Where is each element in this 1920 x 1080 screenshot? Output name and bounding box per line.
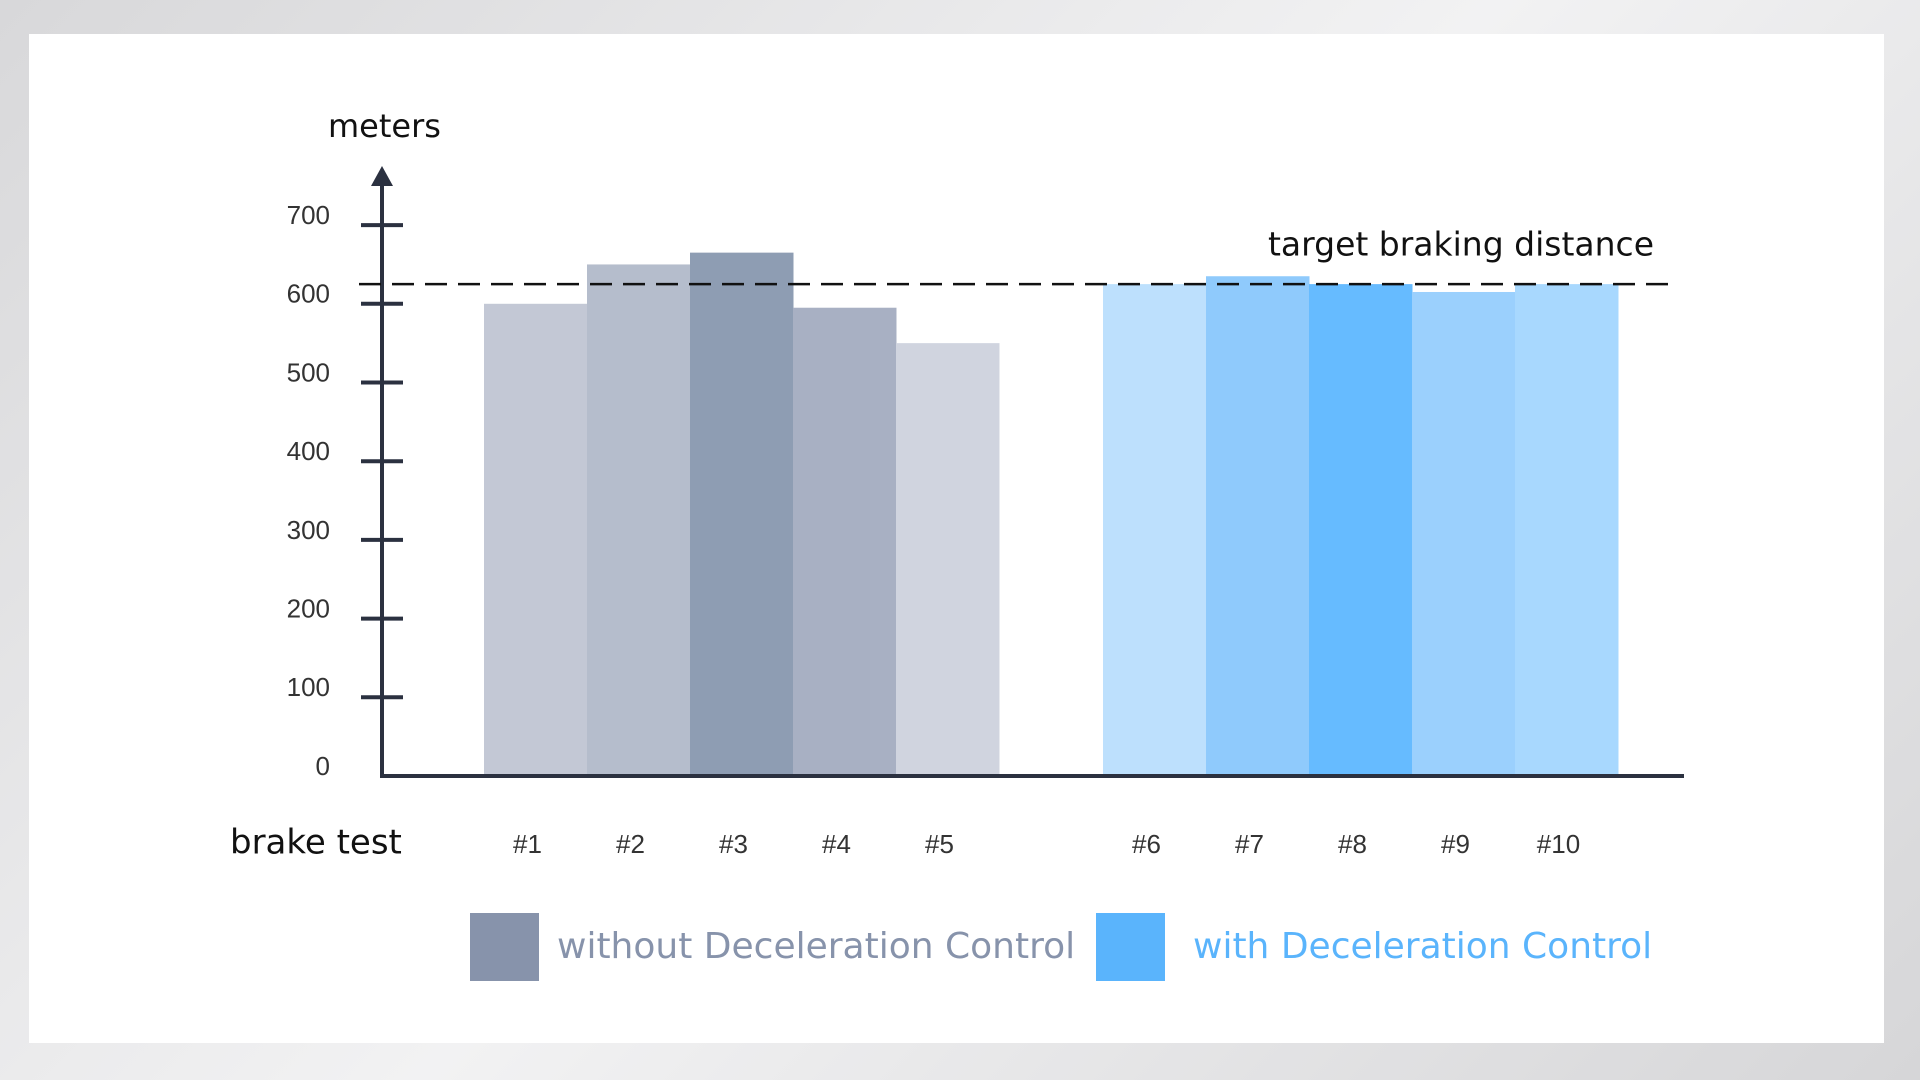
x-tick-label: #9	[1441, 829, 1470, 859]
x-axis-label: brake test	[230, 823, 402, 863]
bar	[587, 264, 691, 776]
y-tick-label: 300	[287, 515, 330, 545]
bar	[1309, 284, 1413, 776]
legend-swatch	[1096, 913, 1165, 981]
legend-label: with Deceleration Control	[1193, 926, 1652, 967]
y-tick-label: 100	[287, 672, 330, 702]
bar	[1515, 284, 1619, 776]
x-tick-label: #5	[925, 829, 954, 859]
y-tick-label: 500	[287, 357, 330, 387]
bar	[484, 303, 588, 776]
bar	[1206, 276, 1310, 776]
y-tick-label: 400	[287, 436, 330, 466]
legend-label: without Deceleration Control	[557, 926, 1075, 967]
bar	[1412, 291, 1516, 776]
x-tick-label: #8	[1338, 829, 1367, 859]
x-tick-label: #4	[822, 829, 851, 859]
y-tick-label: 0	[316, 751, 330, 781]
bar	[896, 343, 1000, 776]
y-axis-arrow	[371, 166, 393, 186]
bar	[1103, 284, 1207, 776]
y-tick-label: 700	[287, 200, 330, 230]
x-tick-label: #10	[1537, 829, 1580, 859]
y-axis-label: meters	[328, 107, 441, 145]
bar	[793, 307, 897, 776]
legend-swatch	[470, 913, 539, 981]
x-tick-label: #7	[1235, 829, 1264, 859]
x-tick-label: #6	[1132, 829, 1161, 859]
y-tick-label: 600	[287, 279, 330, 309]
bar	[690, 252, 794, 777]
x-tick-label: #3	[719, 829, 748, 859]
x-tick-label: #2	[616, 829, 645, 859]
reference-label: target braking distance	[1268, 225, 1654, 264]
y-tick-label: 200	[287, 593, 330, 623]
x-tick-label: #1	[513, 829, 542, 859]
